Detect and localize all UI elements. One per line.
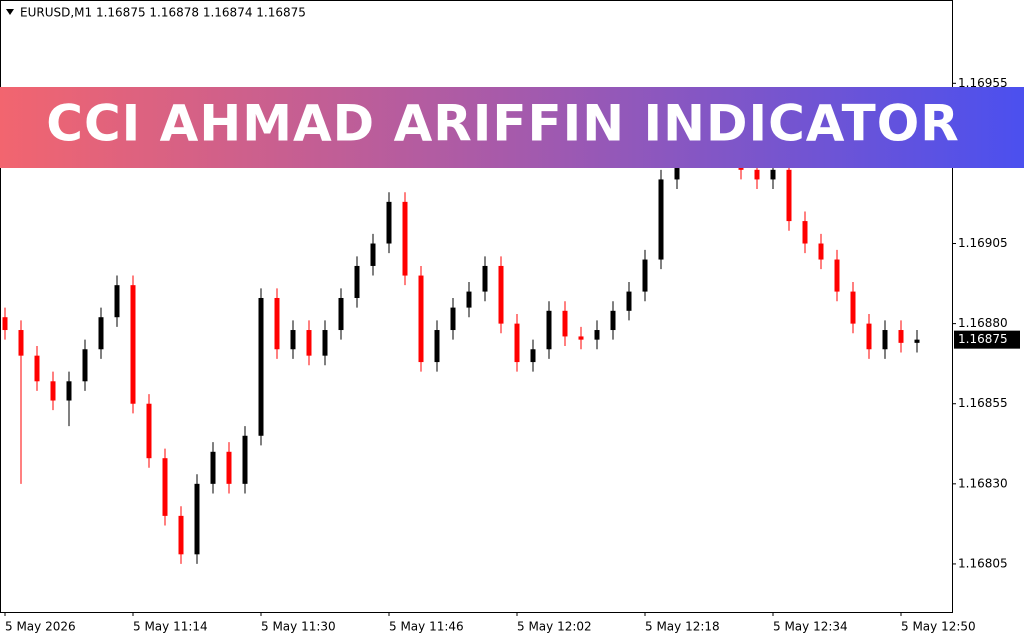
x-tick-label: 5 May 2026 bbox=[5, 620, 76, 634]
candle-body bbox=[466, 291, 472, 308]
candle-body bbox=[450, 307, 456, 331]
candle-body bbox=[242, 435, 248, 484]
candle-body bbox=[402, 201, 408, 276]
candle-body bbox=[578, 336, 584, 340]
candle-body bbox=[642, 259, 648, 292]
candle-body bbox=[754, 169, 760, 180]
candle-body bbox=[530, 349, 536, 363]
candle-body bbox=[338, 297, 344, 331]
candle-body bbox=[498, 265, 504, 324]
x-tick-label: 5 May 11:30 bbox=[261, 620, 336, 634]
candle-body bbox=[658, 179, 664, 260]
candle-body bbox=[418, 275, 424, 363]
x-tick-label: 5 May 12:34 bbox=[773, 620, 848, 634]
candle-body bbox=[162, 458, 168, 516]
candle-body bbox=[146, 403, 152, 459]
candle-body bbox=[66, 381, 72, 401]
banner bbox=[0, 87, 1024, 168]
candle-body bbox=[274, 297, 280, 350]
candle-body bbox=[210, 451, 216, 484]
current-price-box bbox=[954, 330, 1020, 349]
candle-body bbox=[882, 330, 888, 350]
candle-body bbox=[18, 330, 24, 356]
candle-body bbox=[194, 483, 200, 555]
candle-body bbox=[258, 297, 264, 436]
candle-body bbox=[626, 291, 632, 311]
candle-body bbox=[226, 451, 232, 484]
candle-body bbox=[514, 323, 520, 363]
candle-body bbox=[786, 169, 792, 222]
candle-body bbox=[114, 285, 120, 318]
banner-text: CCI AHMAD ARIFFIN INDICATOR bbox=[46, 95, 959, 153]
candle-body bbox=[370, 243, 376, 266]
y-tick-label: 1.16880 bbox=[958, 316, 1008, 330]
candle-body bbox=[818, 243, 824, 260]
candle-body bbox=[354, 265, 360, 298]
candle-body bbox=[866, 323, 872, 350]
x-tick-label: 5 May 11:14 bbox=[133, 620, 208, 634]
x-tick-label: 5 May 11:46 bbox=[389, 620, 464, 634]
candle-body bbox=[770, 169, 776, 180]
candle-body bbox=[50, 381, 56, 401]
candles bbox=[2, 115, 920, 564]
y-tick-label: 1.16905 bbox=[958, 236, 1008, 250]
candle-body bbox=[850, 291, 856, 324]
candle-body bbox=[562, 310, 568, 337]
menu-arrow[interactable] bbox=[6, 9, 14, 15]
y-tick-label: 1.16830 bbox=[958, 476, 1008, 490]
x-tick-label: 5 May 12:18 bbox=[645, 620, 720, 634]
candle-body bbox=[98, 317, 104, 350]
candle-body bbox=[834, 259, 840, 292]
candle-body bbox=[386, 201, 392, 244]
y-tick-label: 1.16855 bbox=[958, 396, 1008, 410]
x-tick-label: 5 May 12:50 bbox=[901, 620, 976, 634]
x-tick-label: 5 May 12:02 bbox=[517, 620, 592, 634]
candle-body bbox=[914, 339, 920, 343]
candle-body bbox=[290, 330, 296, 350]
candle-body bbox=[802, 221, 808, 244]
candle-body bbox=[898, 330, 904, 343]
candle-body bbox=[34, 355, 40, 382]
current-price-label: 1.16875 bbox=[958, 332, 1008, 346]
candle-body bbox=[2, 317, 8, 331]
candle-body bbox=[306, 330, 312, 356]
y-tick-label: 1.16805 bbox=[958, 556, 1008, 570]
candle-body bbox=[82, 349, 88, 382]
chart-title: EURUSD,M1 1.16875 1.16878 1.16874 1.1687… bbox=[20, 6, 306, 20]
candle-body bbox=[178, 515, 184, 555]
candle-body bbox=[322, 330, 328, 356]
candle-body bbox=[546, 310, 552, 350]
y-tick-label: 1.16955 bbox=[958, 76, 1008, 90]
candle-body bbox=[434, 330, 440, 363]
candle-body bbox=[610, 310, 616, 331]
candle-body bbox=[130, 285, 136, 404]
candle-body bbox=[594, 330, 600, 340]
candle-body bbox=[482, 265, 488, 292]
